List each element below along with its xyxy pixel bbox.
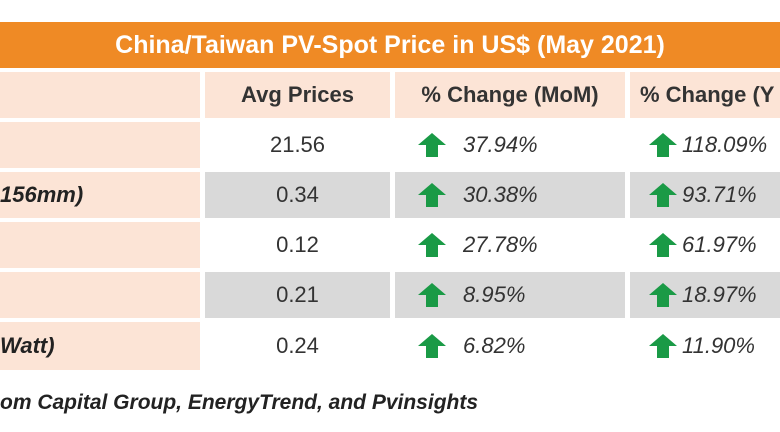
table-title: China/Taiwan PV-Spot Price in US$ (May 2… xyxy=(0,22,780,68)
mom-change-cell: 6.82% xyxy=(395,322,625,370)
row-label: 156mm) xyxy=(0,172,200,218)
row-label xyxy=(0,122,200,168)
avg-price-value: 0.21 xyxy=(205,272,390,318)
row-label: Watt) xyxy=(0,322,200,370)
mom-change-value: 27.78% xyxy=(463,232,538,257)
up-arrow-icon xyxy=(417,333,447,359)
yoy-change-cell: 11.90% xyxy=(630,322,780,370)
yoy-change-cell: 61.97% xyxy=(630,222,780,268)
avg-price-value: 0.24 xyxy=(276,333,319,358)
yoy-change-value: 61.97% xyxy=(682,232,757,257)
mom-change-cell: 8.95% xyxy=(395,272,625,318)
avg-price-value: 0.34 xyxy=(205,172,390,218)
mom-change-cell: 37.94% xyxy=(395,122,625,168)
mom-change-value: 6.82% xyxy=(463,333,526,358)
mom-change-cell: 30.38% xyxy=(395,172,625,218)
mom-change-value: 37.94% xyxy=(463,132,538,157)
mom-change-value: 30.38% xyxy=(463,182,538,207)
yoy-change-value: 18.97% xyxy=(682,282,757,307)
up-arrow-icon xyxy=(417,182,447,208)
yoy-change-value: 93.71% xyxy=(682,182,757,207)
up-arrow-icon xyxy=(648,282,678,308)
up-arrow-icon xyxy=(648,182,678,208)
source-note: om Capital Group, EnergyTrend, and Pvins… xyxy=(0,391,479,414)
avg-price-value: 0.12 xyxy=(276,232,319,257)
yoy-change-value: 118.09% xyxy=(682,132,768,157)
up-arrow-icon xyxy=(648,232,678,258)
header-change-mom: % Change (MoM) xyxy=(395,72,625,118)
up-arrow-icon xyxy=(417,282,447,308)
up-arrow-icon xyxy=(417,132,447,158)
header-change-yoy: % Change (Y xyxy=(630,72,780,118)
row-label xyxy=(0,272,200,318)
up-arrow-icon xyxy=(648,132,678,158)
row-label xyxy=(0,222,200,268)
avg-price-value: 21.56 xyxy=(269,132,326,157)
yoy-change-cell: 93.71% xyxy=(630,172,780,218)
yoy-change-cell: 18.97% xyxy=(630,272,780,318)
yoy-change-cell: 118.09% xyxy=(630,122,780,168)
up-arrow-icon xyxy=(648,333,678,359)
mom-change-cell: 27.78% xyxy=(395,222,625,268)
up-arrow-icon xyxy=(417,232,447,258)
yoy-change-value: 11.90% xyxy=(682,333,755,358)
mom-change-value: 8.95% xyxy=(463,282,526,307)
header-label-cell xyxy=(0,72,200,118)
header-avg-prices: Avg Prices xyxy=(205,72,390,118)
